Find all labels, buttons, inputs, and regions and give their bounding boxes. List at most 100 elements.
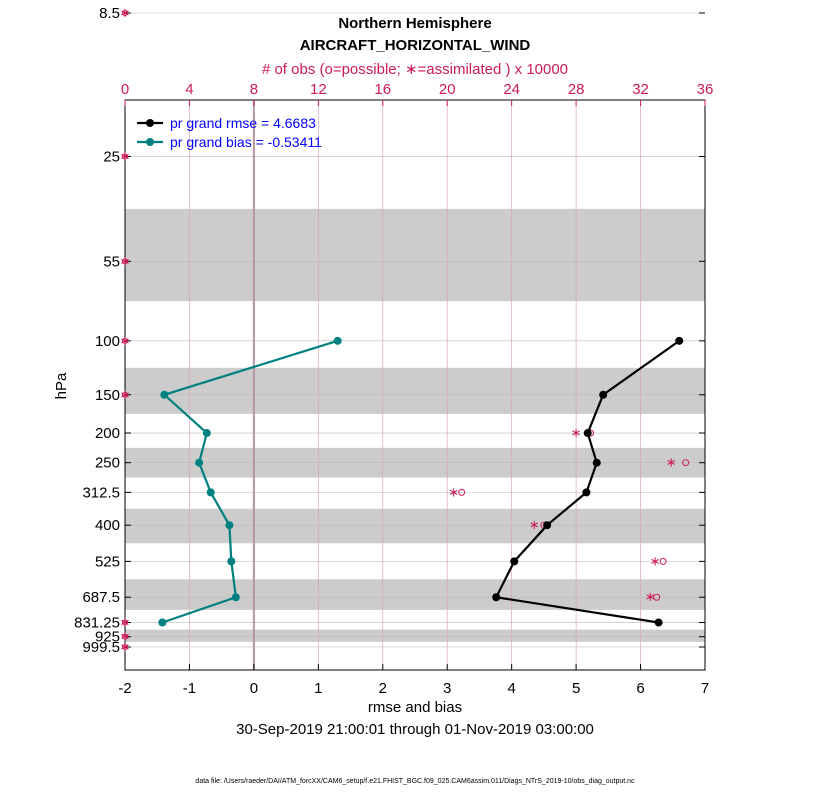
y-tick-label: 150 [95, 387, 120, 404]
obs-assimilated-marker: ∗ [120, 630, 131, 645]
rmse-point [510, 557, 519, 566]
obs-possible-marker [122, 153, 128, 160]
y-tick-label: 25 [103, 148, 120, 165]
obs-assimilated-marker: ∗ [120, 615, 131, 630]
top-tick-label: 36 [697, 81, 714, 98]
obs-assimilated-marker: ∗ [666, 456, 677, 471]
top-tick-label: 20 [439, 81, 456, 98]
bias-point [333, 336, 342, 345]
obs-possible-marker [122, 258, 128, 265]
top-axis-label: # of obs (o=possible; ∗=assimilated ) x … [262, 61, 568, 78]
layer-band [125, 629, 705, 642]
y-tick-label: 100 [95, 333, 120, 350]
obs-possible-marker [122, 337, 128, 344]
rmse-point [592, 458, 601, 467]
rmse-point [543, 521, 552, 530]
y-tick-label: 999.5 [82, 639, 120, 656]
obs-possible-marker [682, 459, 690, 467]
y-tick-label: 687.5 [82, 589, 120, 606]
top-tick-label: 32 [632, 81, 649, 98]
top-tick-label: 16 [374, 81, 391, 98]
layer-band [125, 579, 705, 610]
y-tick-label: 312.5 [82, 484, 120, 501]
x-axis-label: rmse and bias [368, 699, 462, 716]
bias-point [195, 458, 204, 467]
x-tick-label: -1 [183, 680, 196, 697]
obs-assimilated-marker: ∗ [120, 149, 131, 164]
top-tick-label: 28 [568, 81, 585, 98]
rmse-point [599, 390, 608, 399]
legend-rmse-label: pr grand rmse = 4.6683 [170, 115, 316, 131]
x-tick-label: -2 [118, 680, 131, 697]
obs-possible-marker [659, 557, 667, 565]
y-tick-label: 200 [95, 425, 120, 442]
legend: pr grand rmse = 4.6683 pr grand bias = -0… [137, 115, 322, 150]
grid-lines [125, 12, 705, 670]
legend-marker [146, 138, 154, 146]
y-tick-label: 400 [95, 517, 120, 534]
x-tick-label: 7 [701, 680, 709, 697]
top-tick-label: 12 [310, 81, 327, 98]
y-tick-label: 831.25 [74, 614, 120, 631]
obs-possible-marker [122, 619, 128, 626]
x-tick-label: 3 [443, 680, 451, 697]
obs-possible-marker [122, 644, 128, 650]
chart-subtitle: AIRCRAFT_HORIZONTAL_WIND [300, 37, 531, 54]
legend-bias-label: pr grand bias = -0.53411 [170, 134, 322, 150]
legend-marker [146, 119, 154, 127]
plot-frame [124, 99, 706, 671]
obs-possible-marker [122, 10, 128, 16]
chart-title: Northern Hemisphere [338, 15, 491, 32]
obs-possible-marker [653, 593, 661, 601]
y-tick-label: 250 [95, 455, 120, 472]
rmse-point [654, 618, 663, 627]
obs-assimilated-marker: ∗ [645, 590, 656, 605]
layer-bands [125, 208, 705, 642]
x-tick-label: 6 [636, 680, 644, 697]
bias-point [158, 618, 167, 627]
bias-point [225, 521, 234, 530]
y-axis-label: hPa [53, 372, 70, 399]
rmse-point [582, 488, 591, 497]
x-tick-label: 0 [250, 680, 258, 697]
obs-assimilated-marker: ∗ [650, 554, 661, 569]
y-tick-label: 8.5 [99, 5, 120, 22]
layer-band [125, 508, 705, 544]
top-tick-label: 0 [121, 81, 129, 98]
bias-point [160, 390, 169, 399]
layer-band [125, 367, 705, 414]
date-range-label: 30-Sep-2019 21:00:01 through 01-Nov-2019… [236, 721, 594, 738]
y-tick-label: 55 [103, 253, 120, 270]
top-tick-label: 8 [250, 81, 258, 98]
bias-point [231, 593, 240, 602]
layer-band [125, 208, 705, 302]
obs-assimilated-marker: ∗ [120, 640, 131, 655]
y-tick-label: 925 [95, 629, 120, 646]
rmse-point [675, 336, 684, 345]
x-tick-label: 5 [572, 680, 580, 697]
obs-assimilated-marker: ∗ [448, 485, 459, 500]
data-marks: ∗∗∗∗∗∗∗∗∗∗∗∗∗∗ [120, 6, 690, 655]
y-tick-label: 525 [95, 553, 120, 570]
top-tick-label: 24 [503, 81, 520, 98]
axis-ticks: -2 -1 0 1 2 3 4 5 6 70 4 8 12 16 20 24 28 32 368.525551001… [74, 5, 713, 697]
obs-assimilated-marker: ∗ [571, 426, 582, 441]
rmse-point [492, 593, 501, 602]
top-tick-label: 4 [185, 81, 193, 98]
rmse-point [583, 429, 592, 438]
bias-point [206, 488, 215, 497]
obs-assimilated-marker: ∗ [120, 254, 131, 269]
data-file-footer: data file: /Users/raeder/DAI/ATM_forcXX/… [195, 778, 635, 785]
obs-possible-marker [122, 633, 128, 640]
bias-point [227, 557, 236, 566]
bias-point [202, 429, 211, 438]
x-tick-label: 1 [314, 680, 322, 697]
x-tick-label: 4 [507, 680, 515, 697]
obs-assimilated-marker: ∗ [120, 388, 131, 403]
x-tick-label: 2 [379, 680, 387, 697]
obs-assimilated-marker: ∗ [529, 518, 540, 533]
obs-possible-marker [458, 488, 466, 496]
obs-possible-marker [122, 391, 128, 398]
obs-assimilated-marker: ∗ [120, 334, 131, 349]
